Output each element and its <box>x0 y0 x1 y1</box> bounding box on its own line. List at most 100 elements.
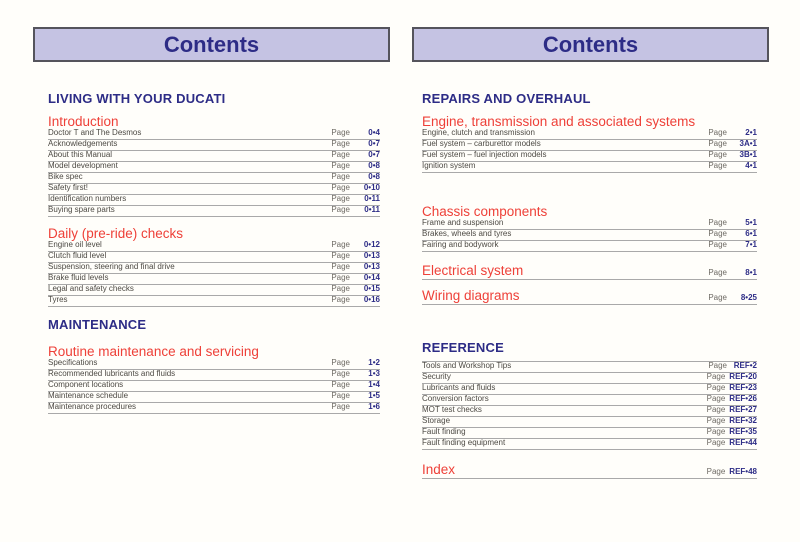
toc-entry-label: Identification numbers <box>48 194 127 203</box>
toc-row: Tools and Workshop Tips Page REF•2 <box>422 361 757 373</box>
toc-row: Fault finding Page REF•35 <box>422 427 757 439</box>
toc-entry-label: Frame and suspension <box>422 218 504 227</box>
chapter-heading-engine-transmission: Engine, transmission and associated syst… <box>422 114 696 129</box>
toc-entry-label: Legal and safety checks <box>48 284 134 293</box>
toc-entry-label: Acknowledgements <box>48 139 118 148</box>
page-word: Page <box>706 372 726 381</box>
page-word: Page <box>706 438 726 447</box>
page-word: Page <box>331 284 350 293</box>
toc-row: Doctor T and The Desmos Page 0•4 <box>48 128 380 140</box>
toc-entry-page: Page 3B•1 <box>708 150 757 161</box>
toc-row: Safety first! Page 0•10 <box>48 183 380 195</box>
toc-row: Recommended lubricants and fluids Page 1•3 <box>48 369 380 381</box>
toc-row: Legal and safety checks Page 0•15 <box>48 284 380 296</box>
page-word: Page <box>708 293 727 302</box>
toc-entry-page: Page 5•1 <box>708 218 757 229</box>
toc-row: Maintenance schedule Page 1•5 <box>48 391 380 403</box>
toc-entry-page: Page REF•26 <box>707 394 757 405</box>
page-word: Page <box>331 194 350 203</box>
contents-page-right: Contents REPAIRS AND OVERHAUL Engine, tr… <box>412 0 769 479</box>
page-number: REF•32 <box>729 416 757 425</box>
page-number: 8•1 <box>745 268 757 277</box>
page-word: Page <box>708 361 727 370</box>
page-word: Page <box>331 139 350 148</box>
toc-entry-page: Page 0•7 <box>331 150 380 161</box>
toc-entry-label: Doctor T and The Desmos <box>48 128 142 137</box>
page-number: 1•6 <box>368 402 380 411</box>
page-number: REF•2 <box>733 361 757 370</box>
page-number: REF•26 <box>729 394 757 403</box>
toc-entry-page: Page 0•8 <box>331 172 380 183</box>
toc-entry-page: Page 0•11 <box>331 194 380 205</box>
page-word: Page <box>331 273 350 282</box>
toc-entry-page: Page 0•12 <box>331 240 380 251</box>
page-number: 5•1 <box>745 218 757 227</box>
page-number: 3B•1 <box>739 150 757 159</box>
contents-header-box: Contents <box>412 27 769 62</box>
toc-row: MOT test checks Page REF•27 <box>422 405 757 417</box>
toc-entry-page: Page 0•16 <box>331 295 380 306</box>
page-number: 6•1 <box>745 229 757 238</box>
toc-entry-page: Page REF•35 <box>707 427 757 438</box>
page-word: Page <box>331 262 350 271</box>
toc-entry-label: Tools and Workshop Tips <box>422 361 512 370</box>
page-word: Page <box>331 183 350 192</box>
part-heading-repairs-and-overhaul: REPAIRS AND OVERHAUL <box>422 91 591 106</box>
page-word: Page <box>331 369 350 378</box>
toc-entry-page: Page 3A•1 <box>708 139 757 150</box>
toc-entry-page: Page 1•4 <box>331 380 380 391</box>
toc-content-right: REPAIRS AND OVERHAUL Engine, transmissio… <box>412 92 769 479</box>
toc-entry-electrical-system: Electrical system Page 8•1 <box>422 264 757 280</box>
toc-entry-page: Page 0•13 <box>331 251 380 262</box>
page-word: Page <box>708 150 727 159</box>
toc-row: Acknowledgements Page 0•7 <box>48 139 380 151</box>
toc-entry-label: Maintenance procedures <box>48 402 137 411</box>
toc-entry-page: Page REF•2 <box>708 361 757 372</box>
toc-entry-page: Page 0•14 <box>331 273 380 284</box>
toc-entry-page: Page 1•6 <box>331 402 380 413</box>
toc-entry-label: Ignition system <box>422 161 476 170</box>
page-number: 0•10 <box>363 183 380 192</box>
toc-entry-label: Fault finding equipment <box>422 438 506 447</box>
toc-row: Frame and suspension Page 5•1 <box>422 218 757 230</box>
toc-section-reference: Tools and Workshop Tips Page REF•2 Security… <box>422 361 757 450</box>
page-number: 0•4 <box>368 128 380 137</box>
toc-row: About this Manual Page 0•7 <box>48 150 380 162</box>
toc-entry-label: Conversion factors <box>422 394 489 403</box>
toc-row: Ignition system Page 4•1 <box>422 161 757 173</box>
contents-page-left: Contents LIVING WITH YOUR DUCATI Introdu… <box>33 0 390 414</box>
toc-row: Suspension, steering and final drive Page… <box>48 262 380 274</box>
toc-entry-label: Storage <box>422 416 451 425</box>
toc-entry-label: Fault finding <box>422 427 466 436</box>
toc-entry-label: Bike spec <box>48 172 83 181</box>
page-number: 1•5 <box>368 391 380 400</box>
page-word: Page <box>708 161 727 170</box>
toc-entry-page: Page 0•15 <box>331 284 380 295</box>
toc-entry-label: Component locations <box>48 380 124 389</box>
toc-entry-page: Page REF•23 <box>707 383 757 394</box>
page-word: Page <box>706 467 726 476</box>
page-word: Page <box>331 251 350 260</box>
page-number: 0•7 <box>368 150 380 159</box>
toc-row: Maintenance procedures Page 1•6 <box>48 402 380 414</box>
toc-row: Clutch fluid level Page 0•13 <box>48 251 380 263</box>
toc-row: Identification numbers Page 0•11 <box>48 194 380 206</box>
page-word: Page <box>708 128 727 137</box>
toc-entry-page: Page 0•8 <box>331 161 380 172</box>
page-number: REF•20 <box>729 372 757 381</box>
toc-entry-label: Maintenance schedule <box>48 391 129 400</box>
toc-entry-page: Page 1•3 <box>331 369 380 380</box>
toc-row: Brakes, wheels and tyres Page 6•1 <box>422 229 757 241</box>
toc-row: Specifications Page 1•2 <box>48 358 380 370</box>
toc-row: Storage Page REF•32 <box>422 416 757 428</box>
toc-entry-index: Index Page REF•48 <box>422 463 757 479</box>
chapter-heading-index: Index <box>422 462 456 477</box>
toc-entry-page: Page REF•48 <box>707 467 757 477</box>
page-number: 1•3 <box>368 369 380 378</box>
page-word: Page <box>706 405 726 414</box>
toc-entry-page: Page 1•2 <box>331 358 380 369</box>
toc-entry-page: Page 8•25 <box>708 293 757 303</box>
page-number: 0•16 <box>363 295 380 304</box>
page-number: 7•1 <box>745 240 757 249</box>
page-number: 0•15 <box>363 284 380 293</box>
